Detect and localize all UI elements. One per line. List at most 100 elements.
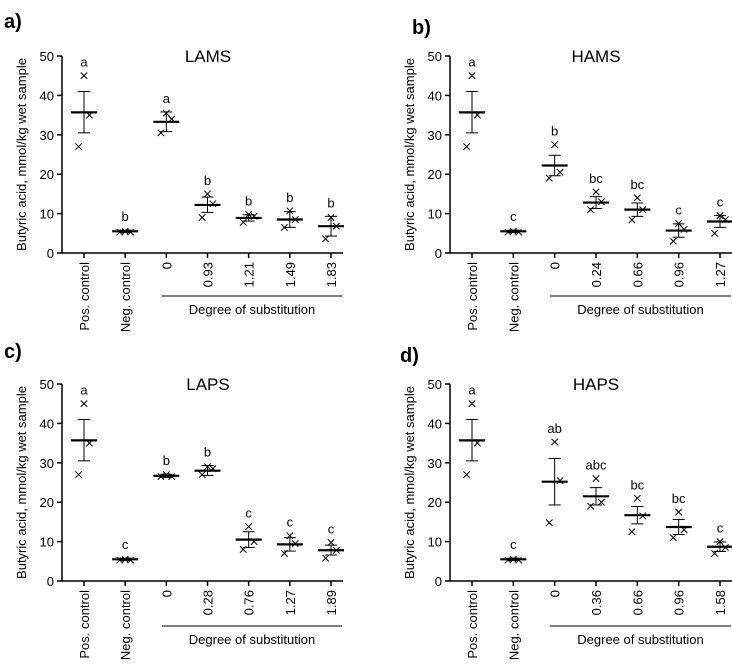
significance-letter: c bbox=[122, 537, 129, 552]
data-point bbox=[245, 210, 253, 218]
data-point bbox=[628, 528, 636, 536]
data-point bbox=[162, 109, 170, 117]
significance-letter: bc bbox=[630, 177, 644, 192]
group-label: Degree of substitution bbox=[189, 302, 315, 317]
y-tick-label: 20 bbox=[40, 167, 54, 182]
data-point bbox=[515, 556, 523, 564]
x-tick-label: 0 bbox=[548, 590, 563, 597]
data-point bbox=[286, 207, 294, 215]
significance-letter: c bbox=[717, 195, 724, 210]
significance-letter: a bbox=[468, 55, 476, 70]
significance-letter: a bbox=[468, 383, 476, 398]
data-point bbox=[157, 473, 165, 481]
y-tick-label: 30 bbox=[40, 128, 54, 143]
data-point bbox=[556, 168, 564, 176]
y-tick-label: 10 bbox=[428, 535, 442, 550]
y-tick-label: 30 bbox=[428, 456, 442, 471]
data-point bbox=[127, 556, 135, 564]
x-tick-label: 0.28 bbox=[201, 590, 216, 615]
panel-laps: c) LAPS Butyric acid, mmol/kg wet sample 0 1… bbox=[4, 341, 344, 660]
y-tick-label: 20 bbox=[40, 495, 54, 510]
significance-letter: bc bbox=[672, 491, 686, 506]
data-point bbox=[75, 471, 83, 479]
significance-letter: b bbox=[204, 173, 211, 188]
group-label: Degree of substitution bbox=[189, 632, 315, 647]
data-point bbox=[203, 190, 212, 198]
x-tick-label: 1.58 bbox=[713, 590, 728, 615]
significance-letter: b bbox=[327, 195, 334, 210]
data-point bbox=[597, 198, 605, 206]
data-point bbox=[597, 498, 605, 506]
significance-letter: c bbox=[287, 515, 294, 530]
y-tick-label: 40 bbox=[428, 88, 442, 103]
data-point bbox=[551, 438, 559, 446]
x-tick-label: 1.49 bbox=[283, 262, 298, 287]
data-point bbox=[716, 538, 724, 546]
panel-title: LAMS bbox=[185, 47, 231, 66]
data-point bbox=[639, 206, 647, 214]
y-tick-label: 10 bbox=[40, 207, 54, 222]
significance-letter: a bbox=[163, 91, 171, 106]
panel-hams: b) HAMS Butyric acid, mmol/kg wet sample 0 1… bbox=[402, 17, 732, 332]
data-point bbox=[721, 215, 729, 224]
data-point bbox=[680, 225, 688, 233]
y-tick-label: 10 bbox=[428, 207, 442, 222]
significance-letter: b bbox=[204, 445, 211, 460]
x-tick-label: 0.93 bbox=[201, 262, 216, 287]
data-point bbox=[675, 508, 683, 516]
significance-letter: bc bbox=[630, 477, 644, 492]
x-tick-label: Neg. control bbox=[506, 590, 521, 660]
data-point bbox=[250, 212, 258, 220]
y-tick-label: 40 bbox=[40, 416, 54, 431]
x-tick-label: Neg. control bbox=[118, 590, 133, 660]
x-tick-label: Pos. control bbox=[465, 262, 480, 331]
y-tick-label: 40 bbox=[428, 416, 442, 431]
data-point bbox=[322, 235, 330, 243]
data-point bbox=[209, 465, 217, 473]
x-tick-label: 0 bbox=[159, 262, 174, 269]
data-point bbox=[322, 554, 330, 562]
data-point bbox=[239, 545, 247, 554]
data-point bbox=[473, 111, 481, 119]
significance-letter: b bbox=[551, 124, 558, 139]
significance-letter: b bbox=[163, 453, 170, 468]
data-point bbox=[127, 228, 135, 236]
y-tick-label: 50 bbox=[40, 377, 54, 392]
significance-letter: a bbox=[80, 55, 88, 70]
y-tick-label: 50 bbox=[40, 49, 54, 64]
data-point bbox=[587, 206, 595, 214]
data-point bbox=[463, 471, 471, 479]
data-point bbox=[716, 212, 724, 220]
y-tick-label: 20 bbox=[428, 167, 442, 182]
y-tick-label: 20 bbox=[428, 495, 442, 510]
data-point bbox=[592, 188, 600, 196]
data-point bbox=[515, 228, 523, 236]
data-point bbox=[157, 129, 165, 137]
data-point bbox=[116, 228, 124, 236]
data-point bbox=[80, 72, 88, 80]
data-point bbox=[75, 143, 83, 151]
group-label: Degree of substitution bbox=[577, 632, 703, 647]
data-point bbox=[468, 72, 476, 80]
data-point bbox=[468, 400, 476, 408]
data-point bbox=[675, 219, 683, 228]
significance-letter: c bbox=[245, 506, 252, 521]
data-point bbox=[669, 237, 677, 245]
x-tick-label: Pos. control bbox=[465, 590, 480, 659]
data-point bbox=[332, 546, 340, 554]
data-point bbox=[587, 502, 595, 510]
significance-letter: c bbox=[510, 537, 517, 552]
data-point bbox=[463, 143, 471, 151]
data-point bbox=[721, 543, 729, 552]
x-tick-label: Neg. control bbox=[118, 262, 133, 332]
significance-letter: abc bbox=[586, 458, 607, 473]
significance-letter: c bbox=[510, 209, 517, 224]
panel-title: LAPS bbox=[186, 375, 229, 394]
data-point bbox=[280, 549, 288, 557]
x-tick-label: Pos. control bbox=[77, 590, 92, 659]
data-point bbox=[332, 222, 340, 230]
x-tick-label: 1.27 bbox=[283, 590, 298, 615]
data-point bbox=[168, 115, 176, 123]
data-point bbox=[198, 213, 206, 222]
data-point bbox=[116, 556, 124, 564]
